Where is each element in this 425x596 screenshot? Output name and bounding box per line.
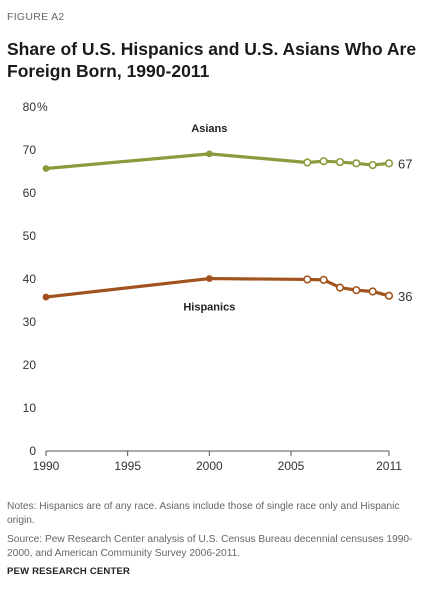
- asians-series-label: Asians: [191, 123, 227, 135]
- y-tick-label: 0: [29, 444, 36, 458]
- hispanics-point: [303, 275, 312, 284]
- y-tick-label: 10: [23, 401, 37, 415]
- notes-text: Notes: Hispanics are of any race. Asians…: [7, 501, 400, 526]
- x-tick-label: 1995: [114, 459, 141, 473]
- y-tick-label: 20: [23, 358, 37, 372]
- x-axis: 1990 1995 2000 2005 2011: [33, 450, 402, 473]
- asians-point: [303, 158, 312, 167]
- y-tick-label: 60: [23, 186, 37, 200]
- figure-label: FIGURE A2: [7, 11, 65, 23]
- asians-point: [384, 159, 394, 168]
- y-tick-label: 40: [23, 272, 37, 286]
- y-tick-label: 30: [23, 315, 37, 329]
- y-tick-label: 80: [23, 100, 37, 114]
- asians-point: [368, 160, 377, 170]
- x-tick-label: 2005: [278, 459, 305, 473]
- hispanics-point: [352, 286, 361, 295]
- asians-point: [42, 165, 50, 172]
- asians-end-label: 67: [398, 156, 412, 171]
- x-tick-label: 1990: [33, 459, 60, 473]
- y-tick-label: 50: [23, 229, 37, 243]
- asians-point: [205, 150, 213, 158]
- y-axis: 0 10 20 30 40 50 60 70 80%: [23, 100, 48, 458]
- hispanics-point: [368, 287, 377, 296]
- x-tick-label: 2000: [196, 459, 223, 473]
- y-tick-label: 70: [23, 143, 37, 157]
- source-text: Source: Pew Research Center analysis of …: [7, 534, 413, 559]
- hispanics-series-label: Hispanics: [183, 302, 235, 314]
- hispanics-point: [384, 291, 394, 300]
- asians-point: [335, 157, 345, 167]
- series-layer: 67 Asians 36 Hispanics: [42, 123, 412, 314]
- hispanics-point: [42, 293, 50, 301]
- chart-title: Share of U.S. Hispanics and U.S. Asians …: [7, 39, 417, 81]
- hispanics-point: [319, 275, 328, 284]
- hispanics-end-label: 36: [398, 289, 412, 304]
- x-tick-label: 2011: [376, 459, 402, 473]
- asians-point: [319, 157, 328, 166]
- chart-notes: Notes: Hispanics are of any race. Asians…: [7, 500, 419, 566]
- y-unit-label: %: [37, 100, 48, 114]
- hispanics-point: [205, 275, 213, 282]
- organization-name: PEW RESEARCH CENTER: [7, 566, 131, 577]
- hispanics-point: [335, 283, 345, 292]
- asians-point: [352, 159, 361, 168]
